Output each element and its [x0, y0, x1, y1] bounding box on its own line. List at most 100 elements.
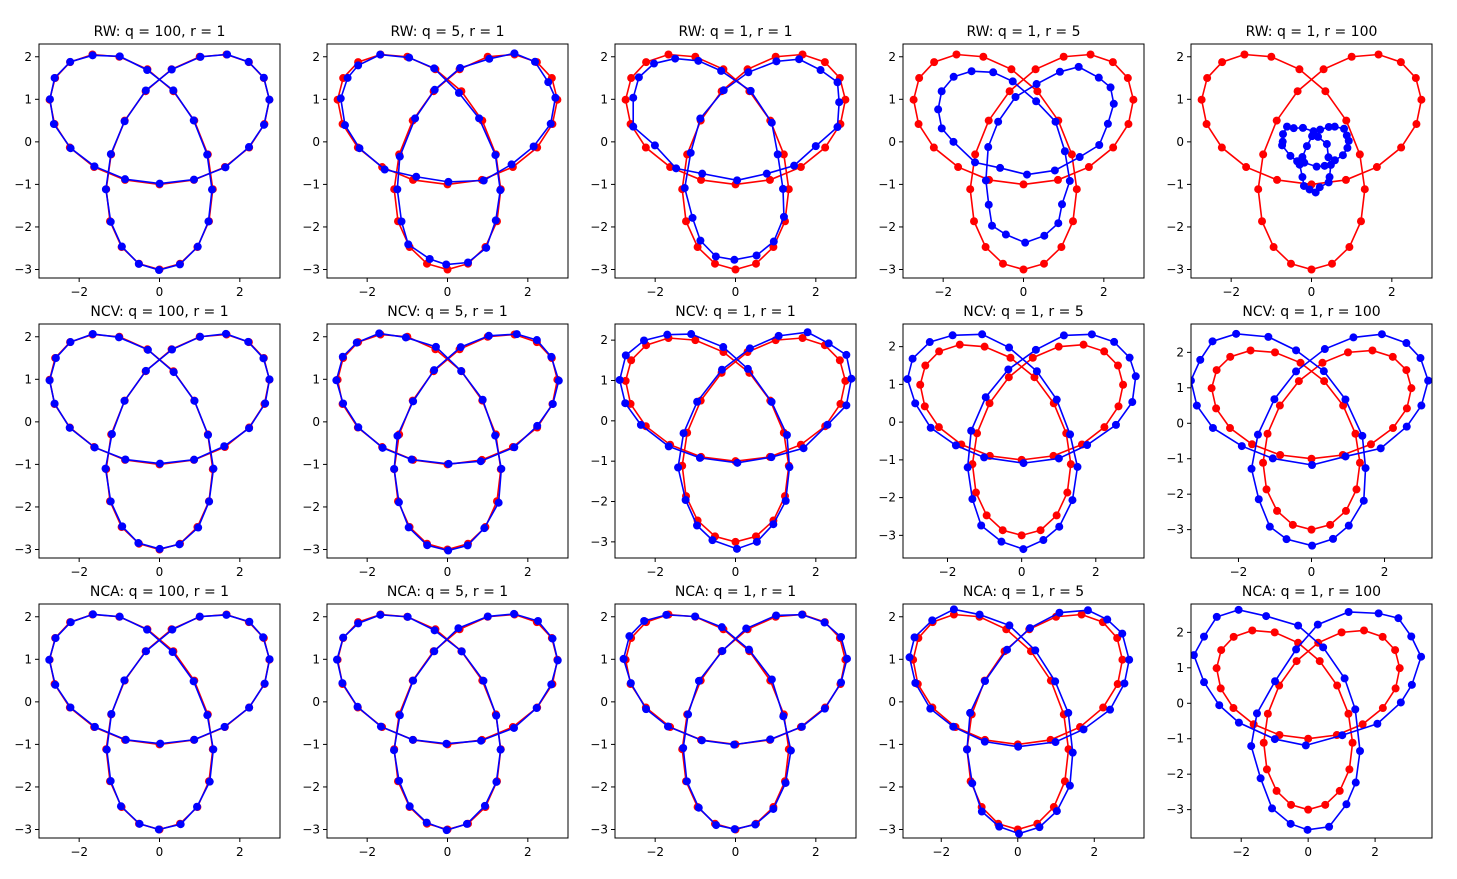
data-point-truth [1216, 684, 1225, 693]
data-point-estimate [1329, 534, 1338, 543]
data-point-estimate [1066, 430, 1075, 439]
data-point-estimate [1208, 423, 1217, 432]
y-tick-label: −3 [302, 262, 320, 276]
data-point-estimate [619, 654, 628, 663]
data-point-estimate [1322, 140, 1331, 149]
data-point-estimate [88, 610, 97, 619]
data-point-estimate [1315, 183, 1324, 192]
data-point-estimate [1338, 151, 1347, 160]
y-tick-label: −2 [590, 495, 608, 509]
data-point-truth [929, 143, 938, 152]
plot-area [45, 50, 274, 275]
data-point-truth [1397, 143, 1406, 152]
data-point-estimate [547, 680, 556, 689]
series-line-truth [336, 53, 559, 271]
x-tick-label: −2 [1222, 285, 1240, 299]
data-point-estimate [1003, 645, 1012, 654]
data-point-estimate [963, 745, 972, 754]
data-point-truth [1068, 217, 1077, 226]
data-point-truth [1124, 120, 1133, 129]
data-point-estimate [260, 679, 269, 688]
data-point-estimate [905, 653, 914, 662]
data-point-estimate [1055, 608, 1064, 617]
data-point-estimate [244, 143, 253, 152]
data-point-truth [914, 120, 923, 129]
data-point-estimate [261, 399, 270, 408]
x-tick-label: 2 [1100, 285, 1108, 299]
y-tick-label: 0 [312, 415, 320, 429]
data-point-truth [1108, 58, 1117, 67]
data-point-truth [982, 511, 991, 520]
data-point-estimate [1283, 122, 1292, 131]
x-tick-label: −2 [646, 285, 664, 299]
data-point-estimate [189, 116, 198, 125]
subplot-title: NCV: q = 1, r = 100 [1242, 304, 1380, 320]
data-point-estimate [390, 464, 399, 473]
data-point-estimate [1340, 124, 1349, 133]
data-point-truth [1273, 506, 1282, 515]
data-point-estimate [507, 160, 516, 169]
series-line-truth [912, 613, 1124, 831]
data-point-estimate [117, 242, 126, 251]
data-point-estimate [107, 710, 116, 719]
data-point-estimate [106, 497, 115, 506]
subplot-title: RW: q = 1, r = 1 [679, 24, 793, 40]
data-point-estimate [204, 217, 213, 226]
data-point-estimate [694, 676, 703, 685]
data-point-estimate [1394, 614, 1403, 623]
data-point-truth [1294, 377, 1303, 386]
data-point-estimate [375, 329, 384, 338]
data-point-truth [1396, 58, 1405, 67]
y-tick-label: −3 [1166, 523, 1184, 537]
data-point-estimate [650, 141, 659, 150]
data-point-truth [779, 150, 788, 159]
data-point-estimate [1200, 678, 1209, 687]
data-point-estimate [769, 237, 778, 246]
data-point-estimate [988, 221, 997, 230]
data-point-estimate [626, 679, 635, 688]
data-point-estimate [430, 64, 439, 73]
data-point-estimate [220, 722, 229, 731]
data-point-estimate [483, 612, 492, 621]
data-point-truth [1053, 175, 1062, 184]
data-point-estimate [1294, 621, 1303, 630]
data-point-estimate [405, 53, 414, 62]
data-point-estimate [422, 818, 431, 827]
data-point-truth [1114, 402, 1123, 411]
data-point-estimate [532, 703, 541, 712]
x-tick-label: −2 [646, 845, 664, 859]
data-point-estimate [512, 330, 521, 339]
data-point-estimate [444, 177, 453, 186]
data-point-estimate [785, 463, 794, 472]
data-point-estimate [190, 396, 199, 405]
data-point-estimate [1191, 651, 1198, 660]
x-tick-label: 0 [1308, 565, 1316, 579]
subplot: NCA: q = 1, r = 100 −2 0 2 −3 −2 −1 0 1 2 [1166, 584, 1433, 859]
data-point-truth [1368, 346, 1377, 355]
y-tick-label: 1 [312, 92, 320, 106]
data-point-estimate [1351, 778, 1360, 787]
data-point-estimate [1234, 718, 1243, 727]
data-point-estimate [1376, 444, 1385, 453]
subplot-title: NCA: q = 1, r = 1 [675, 584, 796, 600]
data-point-estimate [354, 61, 363, 70]
data-point-estimate [816, 66, 825, 75]
data-point-estimate [1293, 157, 1302, 166]
data-point-estimate [204, 430, 213, 439]
plot-area [1197, 50, 1426, 274]
data-point-estimate [485, 54, 494, 63]
data-point-estimate [265, 655, 274, 664]
y-tick-label: 2 [888, 340, 896, 354]
data-point-estimate [430, 647, 439, 656]
data-point-truth [921, 361, 930, 370]
data-point-estimate [175, 540, 184, 549]
data-point-truth [1100, 423, 1109, 432]
data-point-estimate [482, 243, 491, 252]
y-tick-label: 0 [600, 135, 608, 149]
data-point-estimate [88, 329, 97, 338]
data-point-truth [1272, 116, 1281, 125]
data-point-truth [998, 526, 1007, 535]
y-tick-label: 0 [312, 135, 320, 149]
data-point-estimate [691, 612, 700, 621]
y-tick-label: −1 [302, 457, 320, 471]
